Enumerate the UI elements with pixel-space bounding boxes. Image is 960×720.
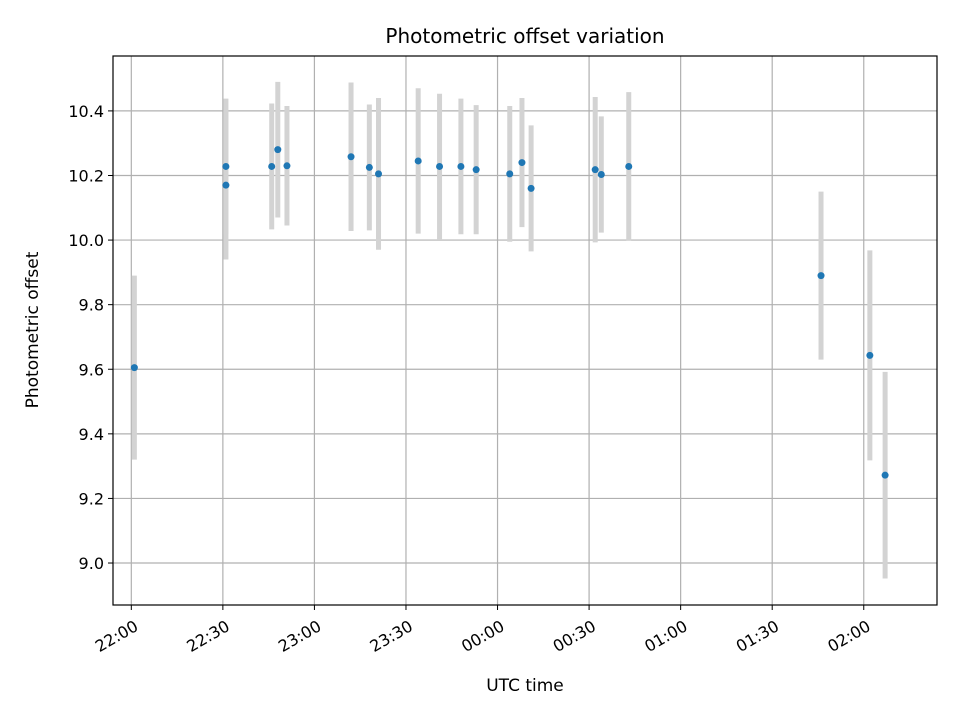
data-point bbox=[283, 162, 291, 170]
data-point bbox=[274, 146, 282, 154]
data-point bbox=[591, 166, 599, 174]
y-tick-label: 9.4 bbox=[79, 425, 104, 444]
data-point bbox=[866, 351, 874, 359]
y-axis-label: Photometric offset bbox=[23, 251, 43, 408]
data-point bbox=[347, 153, 355, 161]
y-tick-label: 9.8 bbox=[79, 296, 104, 315]
data-point bbox=[436, 162, 444, 170]
y-axis-ticks: 9.0 9.2 9.4 9.6 9.8 10.0 10.2 10.4 bbox=[68, 102, 113, 573]
y-tick-label: 9.0 bbox=[79, 554, 104, 573]
data-point bbox=[414, 157, 422, 165]
data-point bbox=[625, 162, 633, 170]
data-point bbox=[130, 364, 138, 372]
y-tick-label: 10.2 bbox=[68, 166, 104, 185]
data-point bbox=[268, 162, 276, 170]
data-point bbox=[881, 471, 889, 479]
data-point bbox=[518, 159, 526, 167]
y-tick-label: 9.6 bbox=[79, 360, 104, 379]
data-point bbox=[506, 170, 514, 178]
data-point bbox=[375, 170, 383, 178]
data-point bbox=[365, 163, 373, 171]
y-tick-label: 10.0 bbox=[68, 231, 104, 250]
y-tick-label: 10.4 bbox=[68, 102, 104, 121]
data-point bbox=[222, 181, 230, 189]
data-point bbox=[817, 272, 825, 280]
y-tick-label: 9.2 bbox=[79, 489, 104, 508]
data-point bbox=[597, 171, 605, 179]
x-axis-label: UTC time bbox=[486, 676, 564, 696]
chart-title: Photometric offset variation bbox=[385, 24, 664, 48]
data-point bbox=[527, 184, 535, 192]
data-point bbox=[222, 162, 230, 170]
data-point bbox=[472, 166, 480, 174]
data-points bbox=[130, 146, 889, 479]
grid-lines bbox=[113, 56, 937, 605]
plot-frame bbox=[112, 55, 938, 606]
data-point bbox=[457, 162, 465, 170]
